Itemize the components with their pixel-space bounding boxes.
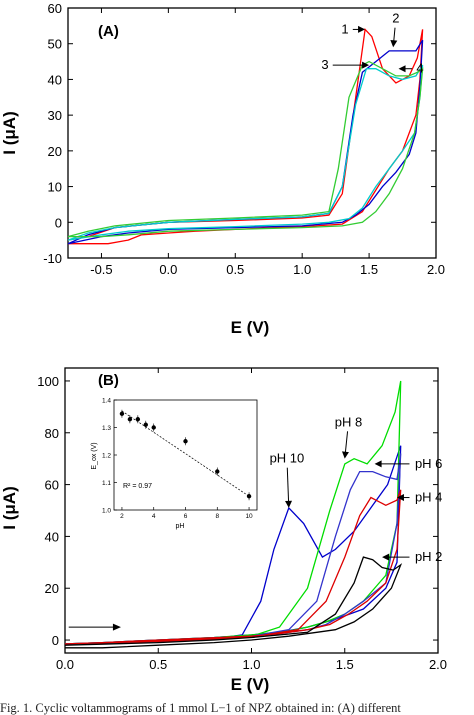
panel-b-annotation-arrow-head [285,500,293,508]
panel-a-annotation-arrow-head [390,39,398,48]
inset-x-tick-label: 8 [215,513,219,520]
panel-a-x-tick-label: 0.5 [226,262,244,277]
inset-x-tick-label: 4 [152,513,156,520]
panel-a-y-tick-label: 60 [48,1,62,16]
panel-a-series-3-line [67,60,424,238]
panel-b-y-tick-label: 0 [52,633,59,648]
inset-chart: 2 4 6 8 10 1.0 1.1 1.2 1.3 1.4 pH E_ox (V) R² = 0… [91,398,258,530]
inset-x-tick-label: 2 [120,513,124,520]
panel-a-y-tick-label: 20 [48,144,62,159]
panel-a-x-tick-label: 2.0 [427,262,445,277]
panel-b-annotation-label: pH 10 [270,451,305,466]
panel-a-annotation-arrow-head [362,61,370,69]
panel-a-annotation-label: 3 [321,57,328,72]
panel-b-y-tick-label: 40 [45,529,59,544]
panel-b-y-tick-label: 20 [45,581,59,596]
panel-a-annotation-arrow-head [358,25,366,33]
panel-a-y-tick-label: 30 [48,108,62,123]
inset-data-point [143,422,148,427]
panel-b-y-tick-label: 80 [45,426,59,441]
panel-b-annotation-label: pH 2 [415,549,442,564]
panel-b-series-1-line [64,380,402,645]
panel-b-x-tick-label: 0.5 [149,657,167,672]
panel-a-y-axis-label: I (μA) [0,111,19,154]
panel-a-x-tick-label: -0.5 [90,262,112,277]
panel-a-y-tick-label: -10 [43,251,62,266]
inset-y-axis-label: E_ox (V) [91,442,98,469]
panel-a-curves [67,27,424,245]
panel-b-annotations: pH 8 pH 10 pH 6 pH 4 pH 2 [68,414,442,631]
panel-a-label: (A) [98,23,119,40]
panel-a-axes: -0.5 0.0 0.5 1.0 1.5 2.0 -10 0 10 20 30 40 50 60 [43,1,445,277]
panel-b-x-tick-label: 0.0 [56,657,74,672]
panel-a-series-2-line [67,64,424,241]
inset-r2-label: R² = 0.97 [123,483,152,490]
panel-b-annotation-label: pH 4 [415,490,442,505]
panel-b-annotation-arrow-head [374,460,382,468]
inset-data-point [183,439,188,444]
inset-y-tick-label: 1.3 [102,425,111,432]
panel-a-plot-frame [67,7,437,259]
inset-x-tick-label: 10 [245,513,253,520]
panel-b-curves [64,380,403,649]
inset-fit-line [121,410,250,497]
panel-a-x-tick-label: 1.5 [360,262,378,277]
panel-a-series-1-line [67,39,424,245]
panel-b-y-tick-label: 100 [37,374,59,389]
panel-b-x-axis-label: E (V) [231,675,270,694]
inset-data-point [246,494,252,499]
panel-a-annotations: 1 2 3 4 [321,11,423,76]
panel-a-x-tick-label: 0.0 [159,262,177,277]
inset-data-point [127,417,133,422]
panel-b-y-tick-label: 60 [45,478,59,493]
panel-b-series-4-line [64,556,403,649]
inset-data-point [135,417,141,422]
inset-x-axis-label: pH [176,523,185,530]
inset-y-tick-label: 1.0 [102,508,111,515]
panel-a-annotation-label: 4 [416,61,423,76]
inset-data-point [151,425,156,430]
inset-y-tick-label: 1.4 [102,398,111,405]
inset-data-point [119,411,125,416]
panel-a-y-tick-label: 10 [48,180,62,195]
panel-b-annotation-arrow-head [382,553,390,561]
inset-y-tick-label: 1.2 [102,453,111,460]
panel-a-annotation-arrow-head [398,65,406,73]
panel-b-annotation-label: pH 8 [335,414,362,429]
panel-b-scan-direction-arrow-head [112,623,121,631]
panel-b-annotation-label: pH 6 [415,456,442,471]
panel-b-axes: 0.0 0.5 1.0 1.5 2.0 0 20 40 60 80 100 [37,368,447,672]
panel-a-x-tick-label: 1.0 [293,262,311,277]
panel-a-x-axis-label: E (V) [231,318,270,337]
panel-b-annotation-arrow-shaft [344,431,349,454]
inset-marks: 2 4 6 8 10 1.0 1.1 1.2 1.3 1.4 [102,398,253,521]
inset-data-point [215,469,220,474]
panel-b-label: (B) [98,372,119,389]
panel-b-x-tick-label: 2.0 [429,657,447,672]
figure-caption: Fig. 1. Cyclic voltammograms of 1 mmol L… [0,701,401,715]
panel-b-y-axis-label: I (μA) [0,486,19,529]
panel-a-chart: -0.5 0.0 0.5 1.0 1.5 2.0 -10 0 10 20 30 40 50 60 1 2 3 4… [0,1,445,337]
panel-a-annotation-arrow-shaft [393,27,396,43]
panel-b-x-tick-label: 1.0 [242,657,260,672]
panel-a-y-tick-label: 40 [48,72,62,87]
panel-a-y-tick-label: 0 [55,215,62,230]
panel-a-annotation-label: 2 [392,11,399,26]
panel-b-annotation-arrow-shaft [286,467,290,503]
panel-a-y-tick-label: 50 [48,37,62,52]
panel-b-annotation-arrow-head [341,451,349,459]
panel-b-x-tick-label: 1.5 [336,657,354,672]
panel-a-annotation-label: 1 [341,21,348,36]
panel-b-annotation-arrow-head [396,494,404,502]
panel-b-series-3-line [64,489,402,645]
inset-x-tick-label: 6 [184,513,188,520]
inset-plot-frame [113,399,258,511]
inset-y-tick-label: 1.1 [102,480,111,487]
